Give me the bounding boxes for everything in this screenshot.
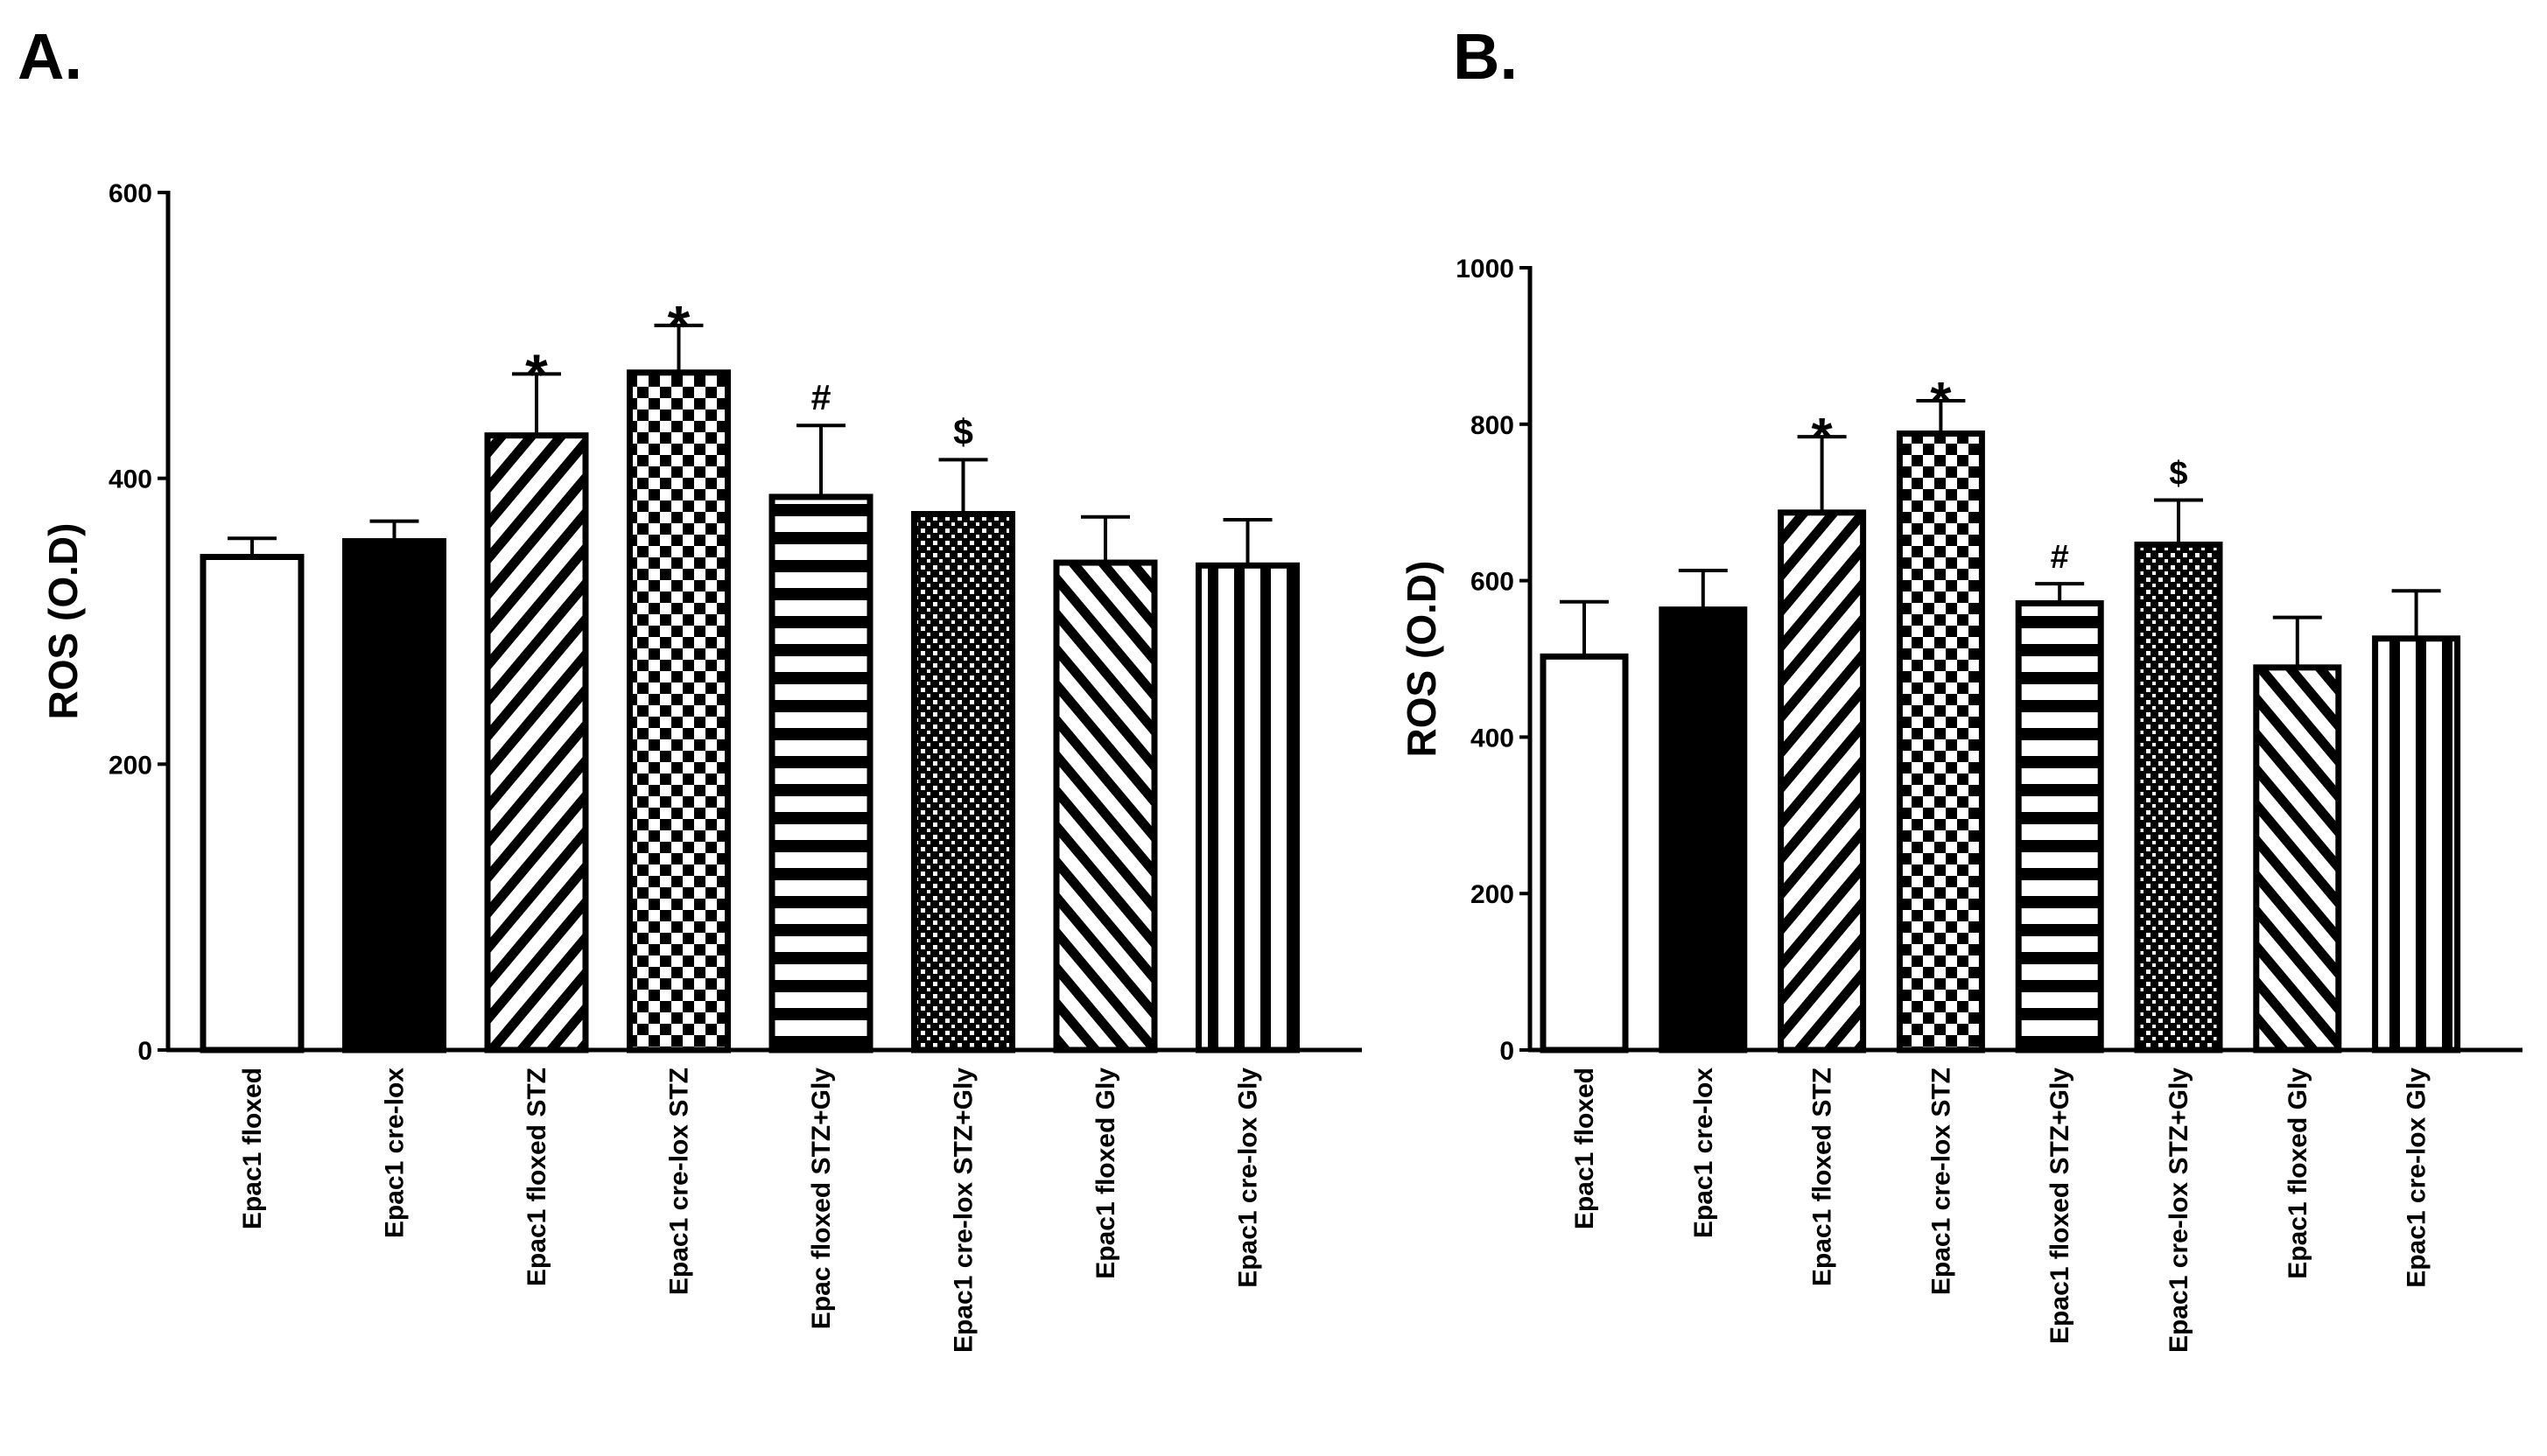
panel-a-category-label: Epac1 cre-lox Gly	[1234, 1068, 1263, 1288]
panel-a-y-tick-label: 600	[109, 179, 152, 208]
panel-a-category-label: Epac1 floxed STZ	[523, 1068, 551, 1286]
panel-b-y-tick-label: 200	[1470, 880, 1514, 909]
panel-a-y-tick-label: 0	[137, 1037, 152, 1066]
panel-a-bar	[342, 538, 446, 1054]
panel-a-bar	[911, 511, 1015, 1054]
panel-a-bar	[1053, 559, 1158, 1054]
panel-b-bar	[1540, 653, 1629, 1054]
panel-b-significance-mark: $	[2169, 456, 2187, 493]
panel-b-chart: B. 0 200 400 600 800 1000 ROS (O.D) Epac1 floxe…	[1399, 20, 2522, 1353]
panel-b-bar	[1659, 606, 1748, 1054]
panel-a-significance-mark: $	[953, 411, 973, 452]
panel-b-y-tick-label: 800	[1470, 411, 1514, 440]
panel-a-y-tick-label: 200	[109, 751, 152, 780]
panel-a-bar	[627, 369, 731, 1054]
panel-b-y-tick-label: 0	[1499, 1037, 1514, 1066]
panel-b-category-label: Epac1 cre-lox STZ	[1926, 1068, 1955, 1295]
panel-b-bar	[1896, 430, 1985, 1054]
panel-b-y-tick-label: 400	[1470, 724, 1514, 752]
panel-b-bar	[2134, 541, 2223, 1054]
panel-b-significance-mark: #	[2051, 539, 2069, 576]
panel-b-category-label: Epac1 floxed	[1570, 1068, 1599, 1229]
panel-b-bar	[1778, 509, 1867, 1054]
panel-b-category-label: Epac1 floxed Gly	[2284, 1068, 2312, 1279]
panel-a-category-label: Epac floxed STZ+Gly	[807, 1068, 836, 1330]
panel-b-significance-mark: *	[1812, 408, 1834, 468]
panel-b-y-axis-title: ROS (O.D)	[1399, 561, 1444, 758]
panel-a-category-label: Epac1 floxed Gly	[1091, 1068, 1120, 1279]
panel-b-category-label: Epac1 floxed STZ	[1808, 1068, 1837, 1286]
panel-a-bar	[768, 494, 874, 1054]
panel-a-significance-mark: *	[525, 342, 548, 407]
panel-a-category-label: Epac1 cre-lox STZ+Gly	[950, 1068, 979, 1353]
panel-a-bar	[1196, 562, 1300, 1054]
panel-a-significance-mark: #	[811, 377, 831, 417]
panel-b-significance-mark: *	[1930, 372, 1952, 432]
panel-b-category-label: Epac1 cre-lox Gly	[2403, 1068, 2431, 1288]
panel-a-y-tick-label: 400	[109, 466, 152, 494]
panel-b-y-tick-label: 600	[1470, 568, 1514, 597]
panel-b-label: B.	[1453, 20, 1518, 93]
panel-a-significance-mark: *	[668, 294, 691, 359]
panel-a-category-label: Epac1 cre-lox STZ	[665, 1068, 694, 1295]
panel-a-label: A.	[18, 20, 82, 93]
panel-a-category-label: Epac1 cre-lox	[381, 1068, 410, 1238]
panel-a-bar	[200, 554, 305, 1054]
panel-b-category-label: Epac1 floxed STZ+Gly	[2045, 1068, 2074, 1344]
panel-b-y-tick-label: 1000	[1456, 255, 1514, 284]
panel-b-bar	[2372, 635, 2461, 1054]
panel-a-chart: A. 0 200 400 600 ROS (O.D) Epac1 floxed Epac1 …	[18, 20, 1362, 1353]
panel-b-category-label: Epac1 cre-lox STZ+Gly	[2165, 1068, 2193, 1353]
panel-b-category-label: Epac1 cre-lox	[1689, 1068, 1718, 1238]
panel-a-category-label: Epac1 floxed	[238, 1068, 267, 1229]
panel-b-bar	[2253, 664, 2342, 1054]
panel-a-y-axis-title: ROS (O.D)	[40, 523, 86, 720]
panel-a-bar	[484, 432, 589, 1054]
panel-b-bar	[2015, 600, 2104, 1054]
